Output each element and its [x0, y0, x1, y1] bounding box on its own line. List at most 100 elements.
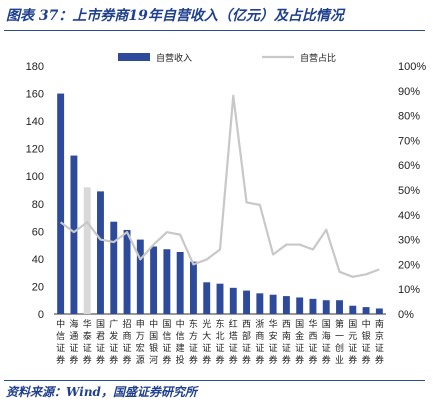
figure-title: 图表 37：上市券商19年自营收入（亿元）及占比情况 [6, 8, 344, 24]
left-tick-label: 120 [26, 144, 44, 156]
right-tick-label: 20% [398, 259, 420, 271]
category-label: 中信证券 [56, 318, 65, 366]
bar [256, 293, 264, 314]
category-label: 国信证券 [162, 319, 171, 366]
category-label-text: 广发证券 [109, 318, 118, 366]
category-label-text: 南京证券 [375, 318, 384, 366]
category-label-text: 华西证券 [308, 318, 317, 366]
category-label: 华泰证券 [83, 318, 92, 366]
category-label-text: 海通证券 [69, 318, 78, 366]
right-tick-label: 60% [398, 160, 420, 172]
category-label: 国金证券 [295, 319, 304, 366]
left-tick-label: 60 [32, 226, 44, 238]
bar [136, 239, 144, 314]
title-divider [4, 30, 425, 31]
bar [150, 246, 158, 314]
bar [123, 229, 131, 314]
right-tick-label: 50% [398, 185, 420, 197]
category-label: 招商证券 [123, 318, 132, 366]
bar [97, 191, 104, 314]
bar [83, 187, 91, 314]
bar [269, 294, 277, 314]
category-label: 中银证券 [362, 318, 371, 366]
bar [336, 300, 343, 314]
right-tick-label: 30% [398, 235, 420, 247]
right-tick-label: 90% [398, 86, 420, 98]
category-label-text: 国君证券 [96, 319, 105, 366]
bar [203, 282, 211, 314]
category-label-text: 中银证券 [362, 318, 371, 366]
source-note: 资料来源：Wind，国盛证券研究所 [6, 385, 197, 399]
left-tick-label: 0 [38, 309, 44, 321]
category-label-text: 国金证券 [295, 319, 304, 366]
bar [309, 298, 317, 314]
left-tick-label: 160 [26, 89, 44, 101]
bar [176, 252, 184, 314]
category-label: 中国银河 [149, 318, 158, 366]
bar [110, 221, 118, 314]
bar [216, 283, 224, 314]
category-label-text: 红塔证券 [229, 318, 238, 366]
category-label-text: 中信证券 [56, 318, 65, 366]
category-label: 华安证券 [269, 318, 278, 366]
legend-bar-swatch [118, 53, 150, 61]
category-label-text: 东方证券 [189, 318, 198, 366]
bar [362, 307, 370, 314]
bar [296, 297, 304, 314]
bar [243, 290, 251, 314]
bar [70, 155, 78, 314]
left-tick-label: 180 [26, 61, 44, 73]
category-label: 东北证券 [215, 318, 224, 366]
category-label: 海通证券 [69, 318, 78, 366]
category-label: 华西证券 [308, 318, 317, 366]
left-tick-label: 100 [26, 171, 44, 183]
category-label-text: 西南证券 [282, 319, 291, 366]
category-label-text: 中国银河 [149, 318, 158, 366]
legend-bar-label: 自营收入 [156, 52, 192, 64]
category-label: 西南证券 [282, 319, 291, 366]
category-label-text: 招商证券 [123, 318, 132, 366]
category-label-text: 浙商证券 [255, 318, 264, 366]
bar [375, 308, 383, 314]
left-tick-label: 80 [32, 199, 44, 211]
category-label-text: 华安证券 [269, 318, 278, 366]
right-tick-label: 100% [398, 61, 426, 73]
right-tick-label: 70% [398, 135, 420, 147]
left-tick-label: 40 [32, 254, 44, 266]
bar-series [57, 93, 383, 314]
bar [229, 287, 237, 314]
source-divider [4, 380, 425, 381]
category-label: 国元证券 [348, 319, 357, 366]
line-series [59, 94, 380, 278]
category-label-text: 光大证券 [202, 318, 211, 366]
category-label: 中信建投 [176, 318, 185, 366]
category-labels: 中信证券海通证券华泰证券国君证券广发证券招商证券申万宏源中国银河国信证券中信建投… [56, 318, 384, 366]
category-label: 东方证券 [189, 318, 198, 366]
category-label-text: 西部证券 [242, 319, 251, 366]
legend-line-label: 自营占比 [300, 52, 336, 64]
legend: 自营收入 自营占比 [118, 52, 336, 64]
left-tick-label: 140 [26, 116, 44, 128]
category-label: 红塔证券 [229, 318, 238, 366]
bar [282, 296, 290, 314]
category-label: 西部证券 [242, 319, 251, 366]
category-label: 广发证券 [109, 318, 118, 366]
category-label-text: 中信建投 [176, 318, 185, 366]
right-tick-label: 0% [398, 309, 414, 321]
category-label: 国君证券 [96, 319, 105, 366]
bar [322, 300, 330, 314]
right-tick-label: 80% [398, 111, 420, 123]
left-tick-label: 20 [32, 281, 44, 293]
category-label-text: 国信证券 [162, 319, 171, 366]
category-label: 光大证券 [202, 318, 211, 366]
category-label-text: 东北证券 [215, 318, 224, 366]
category-label-text: 国元证券 [348, 319, 357, 366]
bar [57, 93, 65, 314]
category-label: 浙商证券 [255, 318, 264, 366]
bar [163, 249, 171, 314]
category-label-text: 华泰证券 [83, 318, 92, 366]
category-label: 国海证券 [322, 319, 331, 366]
right-y-axis: 0% 10% 20% 30% 40% 50% 60% 70% 80% 90% 100% [398, 61, 426, 321]
